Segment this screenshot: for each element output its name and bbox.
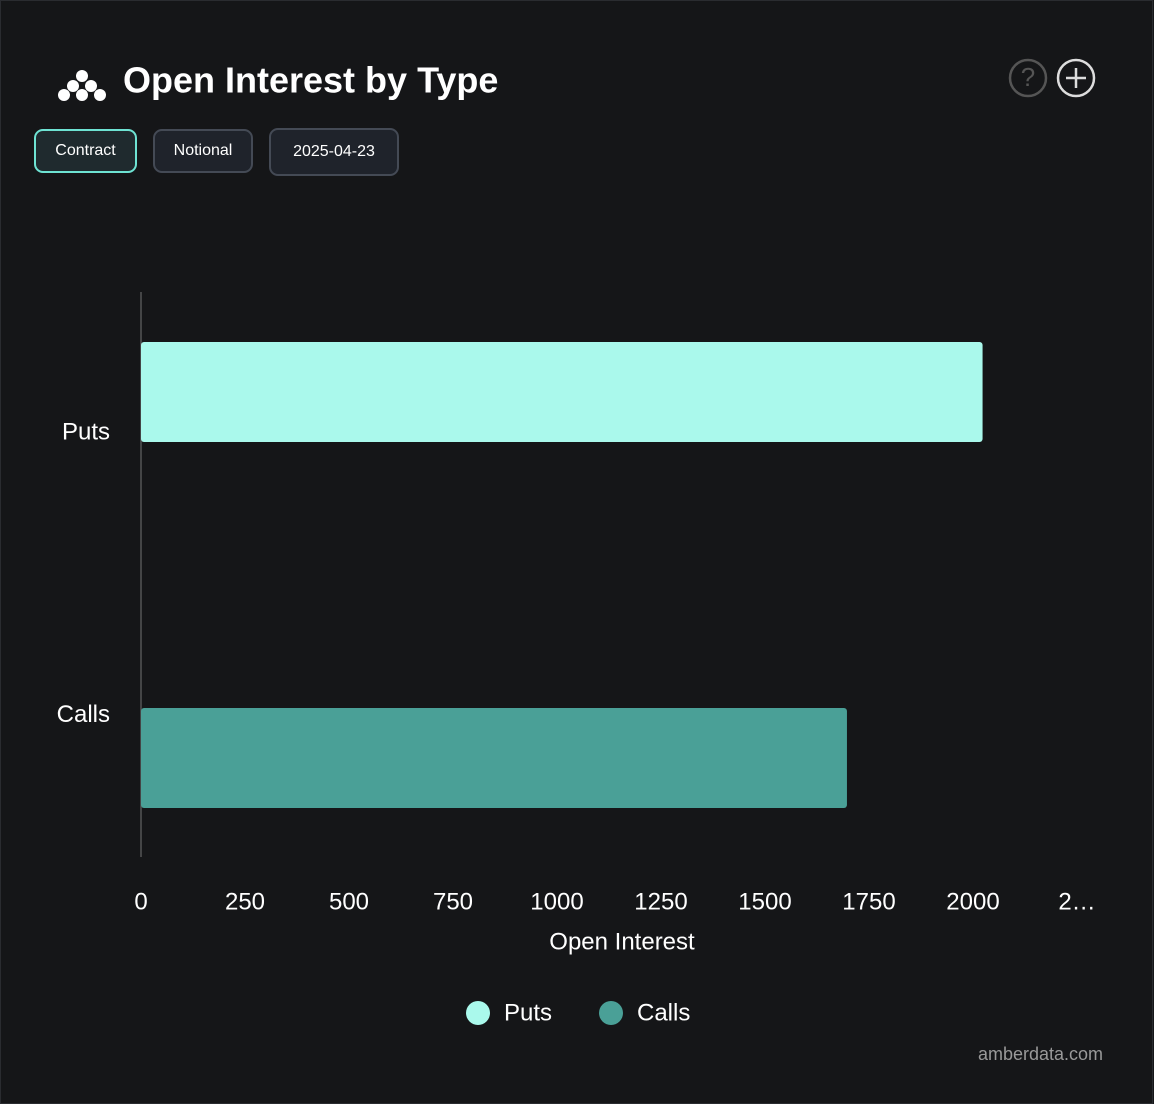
bar xyxy=(141,708,847,808)
x-tick-label: 750 xyxy=(433,888,473,915)
y-tick-label: Calls xyxy=(57,701,110,728)
legend-label: Puts xyxy=(504,999,552,1026)
x-tick-label: 1000 xyxy=(530,888,583,915)
legend-swatch xyxy=(599,1001,623,1025)
add-icon[interactable] xyxy=(1056,58,1096,98)
button[interactable]: Contract xyxy=(34,129,137,173)
date-picker[interactable]: 2025-04-23 xyxy=(269,128,399,176)
legend-label: Calls xyxy=(637,999,690,1026)
help-icon[interactable]: ? xyxy=(1008,58,1048,98)
footer: amberdata.com xyxy=(978,1044,1103,1064)
x-tick-label: 0 xyxy=(134,888,147,915)
x-tick-label: 1500 xyxy=(738,888,791,915)
button[interactable]: Notional xyxy=(153,129,253,173)
button-label[interactable]: Contract xyxy=(55,142,116,159)
legend-swatch xyxy=(466,1001,490,1025)
x-tick-label: 1750 xyxy=(842,888,895,915)
button-label[interactable]: Notional xyxy=(174,142,233,159)
bar xyxy=(141,342,983,442)
y-tick-label: Puts xyxy=(62,419,110,446)
x-axis-label: Open Interest xyxy=(549,928,695,955)
svg-text:?: ? xyxy=(1021,62,1035,92)
x-tick-label: 2000 xyxy=(946,888,999,915)
x-tick-label: 1250 xyxy=(634,888,687,915)
x-tick-label: 250 xyxy=(225,888,265,915)
logo xyxy=(58,70,106,101)
x-tick-label: 500 xyxy=(329,888,369,915)
x-tick-label: 2… xyxy=(1058,888,1095,915)
chart-title: Open Interest by Type xyxy=(123,60,498,101)
date-label[interactable]: 2025-04-23 xyxy=(293,143,375,160)
